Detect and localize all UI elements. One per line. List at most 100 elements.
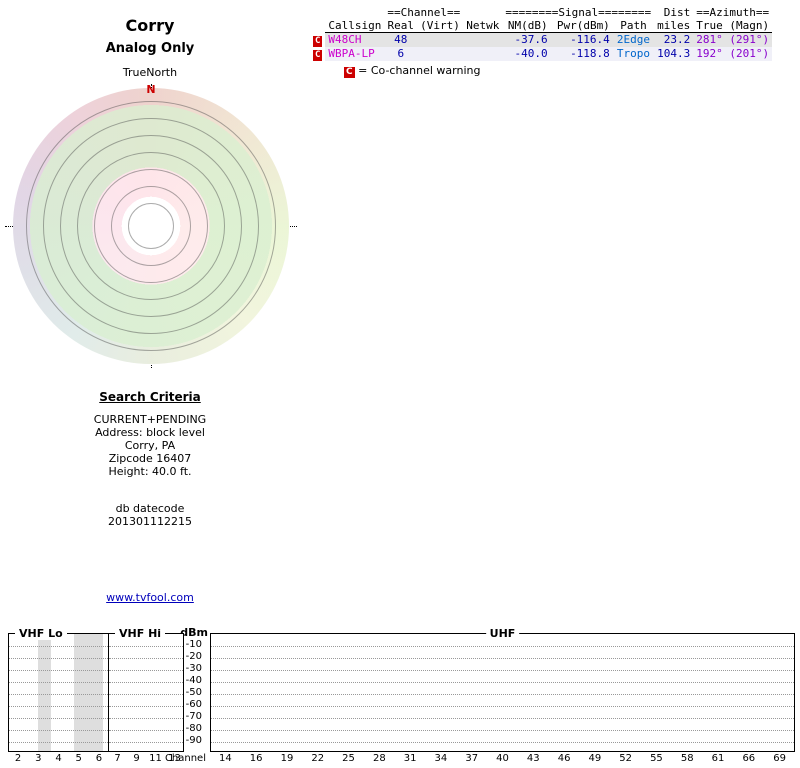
radar-ring xyxy=(77,152,225,300)
gridline xyxy=(211,718,794,719)
gridline xyxy=(211,742,794,743)
radar-ring xyxy=(128,203,174,249)
channel-tick: 6 xyxy=(95,753,103,764)
gridline xyxy=(9,742,108,743)
station-table: ==Channel== ========Signal======== Dist … xyxy=(310,6,773,61)
gridline xyxy=(9,646,108,647)
power-cell: -118.8 xyxy=(550,46,613,61)
uhf-channel-ticks: 14 16 19 22 25 28 31 34 37 40 43 46 49 52 55 58 61 66 69 xyxy=(210,752,795,766)
channel-tick: 28 xyxy=(372,753,386,764)
radar-ring xyxy=(94,169,208,283)
table-row: C WBPA-LP 6 -40.0 -118.8 Tropo 104.3 192… xyxy=(310,46,773,61)
gridline xyxy=(211,682,794,683)
channel-tick: 13 xyxy=(168,753,181,764)
dbm-tick: -20 xyxy=(185,651,202,662)
radar-plot: N xyxy=(5,83,297,368)
dbm-tick: -60 xyxy=(185,699,202,710)
channel-tick: 9 xyxy=(133,753,140,764)
panel-uhf: UHF xyxy=(210,627,795,752)
gridline xyxy=(211,730,794,731)
channel-tick: 49 xyxy=(588,753,602,764)
vhf-hi-channel-ticks: 7 9 11 13 xyxy=(108,752,184,766)
col-pwr: Pwr(dBm) xyxy=(550,19,613,33)
col-true-magn: True (Magn) xyxy=(693,19,773,33)
report-subtitle: Analog Only xyxy=(105,41,195,56)
true-north-label: TrueNorth xyxy=(122,66,178,79)
dbm-tick: -30 xyxy=(185,663,202,674)
channel-tick: 3 xyxy=(35,753,42,764)
network-cell xyxy=(463,32,503,47)
gridline xyxy=(9,658,108,659)
channel-tick: 14 xyxy=(219,753,232,764)
search-criteria-line: Corry, PA xyxy=(124,439,176,452)
path-cell: Tropo xyxy=(612,46,655,61)
real-channel-cell: 6 xyxy=(384,46,418,61)
nm-cell: -37.6 xyxy=(502,32,551,47)
vhf-lo-channel-ticks: 2 3 4 5 6 xyxy=(8,752,109,766)
channel-tick: 40 xyxy=(496,753,509,764)
callsign-cell: W48CH xyxy=(325,32,385,47)
real-channel-cell: 48 xyxy=(384,32,418,47)
radar-disc xyxy=(13,88,289,364)
channel-tick: 25 xyxy=(342,753,355,764)
channel-tick: 7 xyxy=(114,753,121,764)
channel-tick: 66 xyxy=(742,753,756,764)
search-criteria: Search Criteria CURRENT+PENDING Address:… xyxy=(0,390,300,528)
search-criteria-heading: Search Criteria xyxy=(99,390,201,404)
virt-channel-cell xyxy=(417,32,464,47)
dbm-tick: -10 xyxy=(185,639,202,650)
gridline xyxy=(211,670,794,671)
legend-text: = Co-channel warning xyxy=(358,63,481,77)
gridline xyxy=(109,730,183,731)
callsign-cell: WBPA-LP xyxy=(325,46,385,61)
db-datecode-label: db datecode xyxy=(115,502,185,515)
col-miles: miles xyxy=(654,19,694,33)
channel-tick: 43 xyxy=(526,753,540,764)
dist-group-header: Dist xyxy=(663,6,691,19)
channel-tick: 5 xyxy=(75,753,82,764)
dbm-axis-label: dBm xyxy=(180,626,208,639)
miles-cell: 23.2 xyxy=(654,32,694,47)
channel-tick: 31 xyxy=(403,753,417,764)
path-cell: 2Edge xyxy=(612,32,655,47)
col-nm: NM(dB) xyxy=(502,19,551,33)
tvfool-link[interactable]: www.tvfool.com xyxy=(106,591,194,604)
gridline xyxy=(109,742,183,743)
gridline xyxy=(9,682,108,683)
channel-tick: 55 xyxy=(650,753,663,764)
azimuth-group-header: ==Azimuth== xyxy=(696,6,770,19)
dbm-tick: -70 xyxy=(185,711,202,722)
radar-ring xyxy=(60,135,242,317)
db-datecode-value: 201301112215 xyxy=(108,515,192,528)
channel-tick: 4 xyxy=(55,753,62,764)
column-header-row: Callsign Real (Virt) Netwk NM(dB) Pwr(dB… xyxy=(310,19,773,33)
azimuth-cell: 192° (201°) xyxy=(693,46,773,61)
col-path: Path xyxy=(612,19,655,33)
nm-cell: -40.0 xyxy=(502,46,551,61)
co-channel-legend: C = Co-channel warning xyxy=(344,64,772,78)
channel-tick: 22 xyxy=(311,753,325,764)
channel-tick: 52 xyxy=(619,753,633,764)
channel-axis-label: Channel xyxy=(164,753,206,764)
virt-channel-cell xyxy=(417,46,464,61)
search-criteria-line: Address: block level xyxy=(95,426,205,439)
gridline xyxy=(211,646,794,647)
dbm-tick-labels: -10 -20 -30 -40 -50 -60 -70 -80 -90 xyxy=(166,633,204,752)
search-criteria-line: CURRENT+PENDING xyxy=(93,413,207,426)
gridline xyxy=(9,670,108,671)
gridline xyxy=(109,682,183,683)
co-channel-badge: C xyxy=(313,49,323,61)
col-callsign: Callsign xyxy=(325,19,385,33)
signal-strength-chart: dBm -10 -20 -30 -40 -50 -60 -70 -80 -90 VHF Lo V… xyxy=(0,625,800,768)
gridline xyxy=(9,730,108,731)
gridline xyxy=(9,694,108,695)
search-criteria-line: Height: 40.0 ft. xyxy=(108,465,192,478)
channel-tick: 11 xyxy=(149,753,162,764)
azimuth-cell: 281° (291°) xyxy=(693,32,773,47)
signal-group-header: ========Signal======== xyxy=(505,6,652,19)
channel-tick: 19 xyxy=(280,753,294,764)
channel-tick: 34 xyxy=(434,753,448,764)
gridline xyxy=(211,706,794,707)
north-marker: N xyxy=(146,83,156,96)
gridline xyxy=(109,670,183,671)
